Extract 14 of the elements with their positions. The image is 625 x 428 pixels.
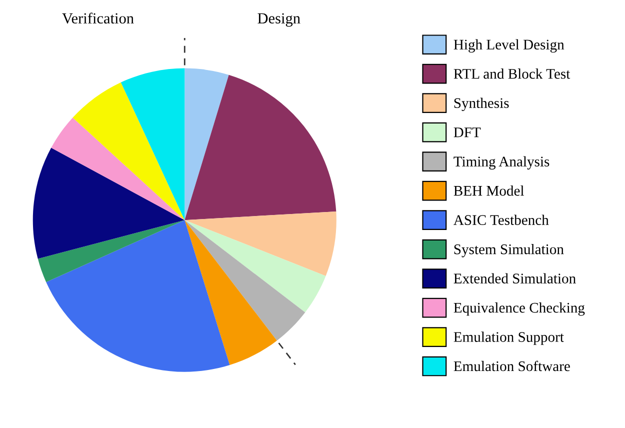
legend-label: ASIC Testbench: [454, 214, 549, 225]
text: Design: [258, 13, 300, 27]
legend-label: RTL and Block Test: [454, 68, 570, 79]
legend-label: Timing Analysis: [454, 156, 550, 170]
legend-label: DFT: [454, 128, 481, 138]
text: Verification: [62, 12, 134, 24]
legend-label: Emulation Software: [454, 360, 570, 372]
legend-label: Extended Simulation: [454, 273, 576, 284]
legend-label: Synthesis: [454, 98, 509, 112]
legend-label: Emulation Support: [454, 332, 564, 345]
legend-label: System Simulation: [454, 244, 564, 258]
legend-label: Equivalence Checking: [454, 302, 585, 316]
legend-label: BEH Model: [454, 185, 524, 196]
legend-label: High Level Design: [454, 39, 564, 53]
